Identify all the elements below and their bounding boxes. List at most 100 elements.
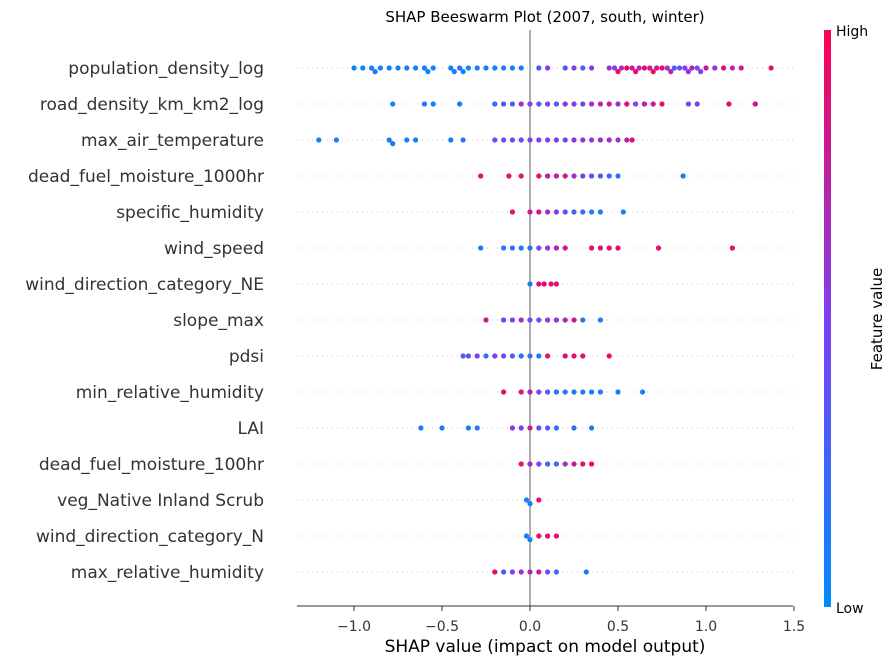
shap-point [615, 101, 621, 107]
shap-point [553, 173, 560, 179]
shap-point [509, 137, 515, 143]
shap-point [597, 245, 604, 251]
shap-point [527, 461, 533, 467]
shap-point [536, 353, 542, 359]
feature-label: LAI [237, 419, 264, 439]
shap-point [501, 569, 507, 575]
shap-point [523, 533, 530, 539]
shap-point [615, 69, 621, 75]
x-ticks: −1.0 −0.5 0.0 0.5 1.0 1.5 [337, 606, 805, 635]
shap-point [474, 425, 480, 431]
shap-point [685, 101, 692, 107]
shap-point [465, 425, 471, 431]
shap-point [553, 569, 560, 575]
shap-point [633, 101, 639, 107]
shap-point [654, 65, 660, 71]
shap-point [501, 101, 507, 107]
feature-label: max_relative_humidity [71, 563, 264, 583]
shap-point [545, 317, 551, 323]
shap-point [509, 317, 515, 323]
feature-labels: population_density_log road_density_km_km… [25, 59, 264, 583]
shap-point [729, 245, 736, 251]
shap-point [518, 173, 524, 179]
shap-point [404, 65, 410, 71]
shap-point [413, 137, 419, 143]
shap-point [597, 317, 604, 323]
shap-point [545, 101, 551, 107]
shap-point [390, 141, 396, 147]
shap-point [562, 245, 568, 251]
shap-point [536, 101, 542, 107]
feature-label: road_density_km_km2_log [40, 95, 264, 115]
shap-point [633, 69, 639, 75]
shap-point [527, 245, 533, 251]
shap-point [615, 137, 621, 143]
shap-point [698, 69, 704, 75]
shap-point [624, 137, 630, 143]
feature-label: dead_fuel_moisture_1000hr [28, 167, 264, 187]
shap-point [460, 69, 466, 75]
shap-point [694, 65, 700, 71]
shap-point [536, 173, 542, 179]
shap-point [518, 101, 524, 107]
shap-point [606, 353, 612, 359]
shap-point [580, 461, 586, 467]
shap-point [703, 65, 709, 71]
shap-point [571, 425, 577, 431]
shap-point [659, 65, 665, 71]
shap-point [571, 389, 577, 395]
shap-point [413, 65, 419, 71]
shap-point [589, 389, 595, 395]
shap-point [548, 281, 554, 287]
shap-point [536, 389, 542, 395]
shap-point [333, 137, 339, 143]
x-tick-label: 0.0 [519, 619, 541, 635]
shap-point [553, 389, 560, 395]
shap-point [738, 65, 744, 71]
shap-point [460, 137, 466, 143]
shap-point [553, 533, 560, 539]
shap-point [518, 461, 524, 467]
shap-point [518, 389, 524, 395]
shap-point [527, 537, 533, 543]
shap-point [421, 65, 427, 71]
shap-point [615, 389, 621, 395]
feature-label: veg_Native Inland Scrub [57, 491, 264, 511]
shap-point [536, 245, 542, 251]
shap-point [694, 101, 700, 107]
shap-point [583, 569, 589, 575]
shap-point [553, 461, 560, 467]
shap-point [474, 65, 480, 71]
shap-point [615, 173, 621, 179]
shap-point [659, 101, 665, 107]
shap-point [536, 317, 542, 323]
shap-point [430, 101, 436, 107]
shap-point [680, 173, 686, 179]
shap-point [553, 137, 560, 143]
shap-point [641, 101, 648, 107]
shap-point [553, 245, 560, 251]
x-tick-label: −1.0 [337, 619, 371, 635]
shap-point [685, 69, 692, 75]
x-tick-label: 1.0 [695, 619, 717, 635]
shap-point [377, 65, 383, 71]
shap-point [606, 65, 612, 71]
shap-point [562, 389, 568, 395]
shap-point [545, 173, 551, 179]
shap-point [571, 461, 577, 467]
shap-point [597, 101, 604, 107]
shap-point [562, 173, 568, 179]
shap-point [386, 65, 392, 71]
shap-point [509, 65, 515, 71]
shap-point [474, 353, 480, 359]
shap-point [624, 101, 630, 107]
shap-point [492, 353, 498, 359]
shap-point [650, 69, 656, 75]
shap-point [580, 209, 586, 215]
shap-point [501, 353, 507, 359]
shap-point [448, 65, 454, 71]
shap-point [620, 209, 626, 215]
shap-point [316, 137, 322, 143]
shap-point [536, 461, 542, 467]
shap-point [465, 65, 471, 71]
